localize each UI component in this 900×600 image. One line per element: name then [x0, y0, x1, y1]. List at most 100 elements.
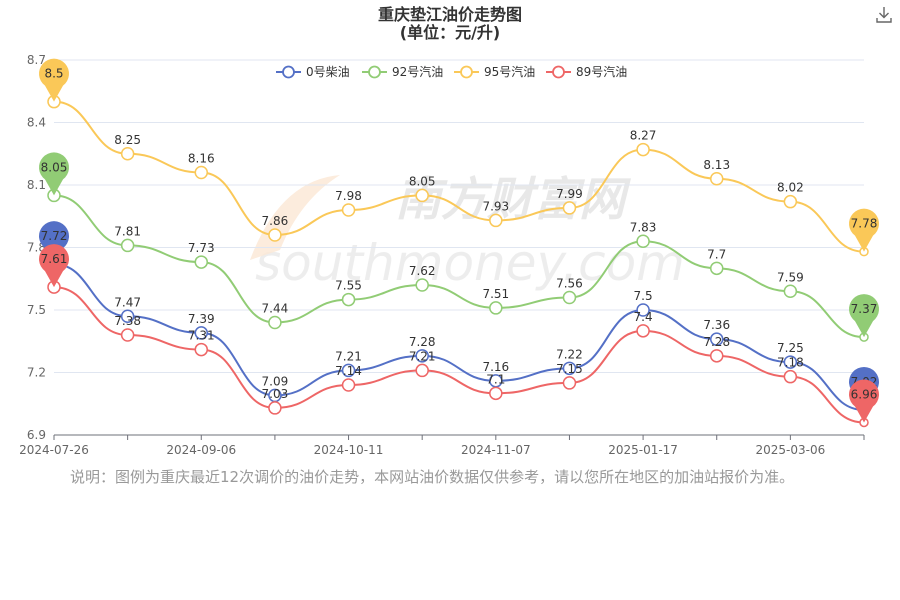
data-point — [120, 238, 135, 253]
data-point — [194, 255, 209, 269]
data-label: 8.02 — [777, 181, 804, 195]
series-1: 7.81 7.73 7.44 7.55 7.62 7.51 7.56 7.83 7.7 7.59 8… — [39, 152, 880, 342]
data-point — [636, 142, 650, 157]
data-point — [709, 332, 724, 346]
legend-item-2[interactable]: 95号汽油 — [454, 64, 535, 79]
data-label: 7.99 — [556, 187, 583, 201]
data-label: 7.25 — [777, 341, 804, 355]
data-label: 7.28 — [409, 335, 436, 349]
data-label: 7.39 — [188, 312, 215, 326]
data-label: 7.21 — [335, 349, 362, 363]
min-pin: 6.96 — [849, 379, 880, 423]
legend-item-1[interactable]: 92号汽油 — [362, 64, 443, 79]
data-label: 7.59 — [777, 270, 804, 284]
data-point — [341, 378, 356, 392]
legend[interactable]: 0号柴油 92号汽油 95号汽油 89号汽油 — [276, 64, 627, 79]
legend-label: 0号柴油 — [306, 65, 350, 79]
y-tick-label: 8.1 — [27, 178, 46, 192]
data-point — [636, 234, 650, 248]
data-label: 8.16 — [188, 152, 215, 166]
data-point — [562, 361, 577, 376]
data-point — [194, 165, 209, 180]
data-label: 7.93 — [482, 199, 509, 213]
data-label: 7.03 — [262, 387, 289, 401]
data-label: 7.55 — [335, 279, 362, 293]
chart-title: 重庆垫江油价走势图 (单位：元/升) — [378, 5, 522, 42]
watermark-en: southmoney.com — [255, 234, 685, 292]
data-label: 7.73 — [188, 241, 215, 255]
y-tick-label: 8.4 — [27, 116, 46, 130]
max-pin: 8.5 — [39, 58, 70, 102]
data-point — [120, 309, 135, 323]
y-tick-label: 8.7 — [27, 53, 46, 67]
legend-label: 89号汽油 — [576, 64, 627, 79]
data-point — [268, 228, 282, 242]
legend-swatch-marker — [552, 65, 565, 79]
pin-shape — [39, 221, 70, 265]
series-3: 7.387.317.037.147.217.17.157.47.287.187.… — [39, 244, 880, 428]
data-point — [194, 326, 209, 340]
legend-label: 92号汽油 — [392, 64, 443, 79]
data-label: 7.62 — [409, 264, 436, 278]
x-tick-label: 2024-07-26 — [19, 443, 89, 457]
data-point — [562, 290, 577, 305]
pin-shape — [39, 244, 70, 288]
series-group: 7.477.397.097.217.287.167.227.57.367.257… — [39, 58, 880, 428]
pin-label: 7.72 — [41, 229, 68, 243]
data-point — [341, 363, 356, 378]
pin-shape — [849, 379, 880, 423]
data-point — [489, 213, 503, 228]
data-point — [415, 278, 429, 292]
data-point — [489, 386, 503, 401]
series-2: 8.25 8.16 7.86 7.98 8.05 7.93 7.99 8.27 8.13 8.02… — [39, 58, 879, 257]
data-label: 7.98 — [335, 189, 362, 203]
data-point — [341, 203, 356, 217]
data-point — [709, 261, 724, 276]
download-icon[interactable] — [876, 6, 892, 24]
y-tick-label: 7.2 — [27, 366, 46, 380]
data-label: 7.16 — [482, 360, 509, 374]
data-label: 8.05 — [409, 174, 436, 188]
data-point — [341, 292, 356, 307]
data-point — [194, 342, 209, 357]
x-tick-label: 2024-09-06 — [166, 443, 236, 457]
legend-item-0[interactable]: 0号柴油 — [276, 65, 350, 79]
data-label: 7.83 — [630, 220, 657, 234]
legend-label: 95号汽油 — [484, 64, 535, 79]
data-label: 7.86 — [262, 214, 289, 228]
data-label: 7.1 — [486, 372, 505, 386]
data-point — [783, 369, 798, 384]
data-label: 7.22 — [556, 347, 583, 361]
legend-swatch-marker — [282, 65, 295, 79]
data-label: 7.5 — [634, 289, 653, 303]
legend-item-3[interactable]: 89号汽油 — [546, 64, 627, 79]
data-label: 8.13 — [703, 158, 730, 172]
data-point — [415, 349, 429, 363]
pin-label: 8.05 — [41, 160, 68, 174]
data-label: 7.44 — [262, 302, 289, 316]
data-point — [562, 201, 577, 215]
data-label: 7.09 — [262, 374, 289, 388]
min-pin: 7.37 — [849, 294, 880, 338]
series-line — [53, 100, 865, 253]
footnote: 说明：图例为重庆最近12次调价的油价走势，本网站油价数据仅供参考，请以您所在地区… — [70, 468, 795, 486]
pin-shape — [39, 58, 70, 102]
data-label: 7.21 — [409, 349, 436, 363]
data-label: 7.38 — [114, 314, 141, 328]
pin-shape — [849, 294, 880, 338]
data-point — [120, 147, 135, 161]
data-label: 7.81 — [114, 224, 141, 238]
max-pin: 8.05 — [39, 152, 70, 196]
data-label: 8.25 — [114, 133, 141, 147]
grid — [54, 59, 864, 373]
data-label: 7.56 — [556, 277, 583, 291]
data-point — [268, 315, 282, 330]
data-point — [489, 301, 503, 315]
data-label: 7.15 — [556, 362, 583, 376]
pin-label: 7.61 — [41, 252, 68, 266]
data-label: 7.31 — [188, 329, 215, 343]
pin-label: 6.96 — [851, 388, 878, 402]
data-label: 7.28 — [703, 335, 730, 349]
